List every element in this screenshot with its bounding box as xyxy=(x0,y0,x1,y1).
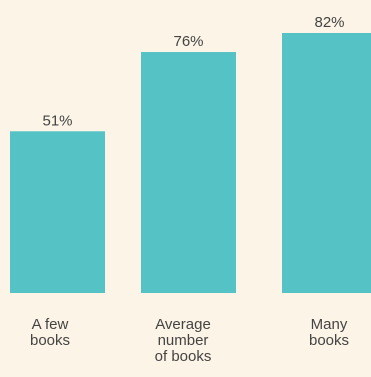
bar-2 xyxy=(141,52,236,294)
category-label-line: Average xyxy=(155,316,211,333)
value-label-3: 82% xyxy=(314,14,344,31)
category-label-line: books xyxy=(309,332,349,349)
bar-3 xyxy=(282,33,371,293)
value-label-2: 76% xyxy=(173,33,203,50)
category-label-2: Average number of books xyxy=(155,316,212,365)
category-label-1: A few books xyxy=(30,316,70,349)
category-label-line: books xyxy=(30,332,70,349)
category-label-line: A few xyxy=(32,316,69,333)
value-label-1: 51% xyxy=(42,112,72,129)
category-label-3: Many books xyxy=(309,316,349,349)
category-label-line: of books xyxy=(155,348,212,365)
category-label-line: number xyxy=(158,332,209,349)
category-label-line: Many xyxy=(311,316,348,333)
bar-1 xyxy=(10,131,105,293)
